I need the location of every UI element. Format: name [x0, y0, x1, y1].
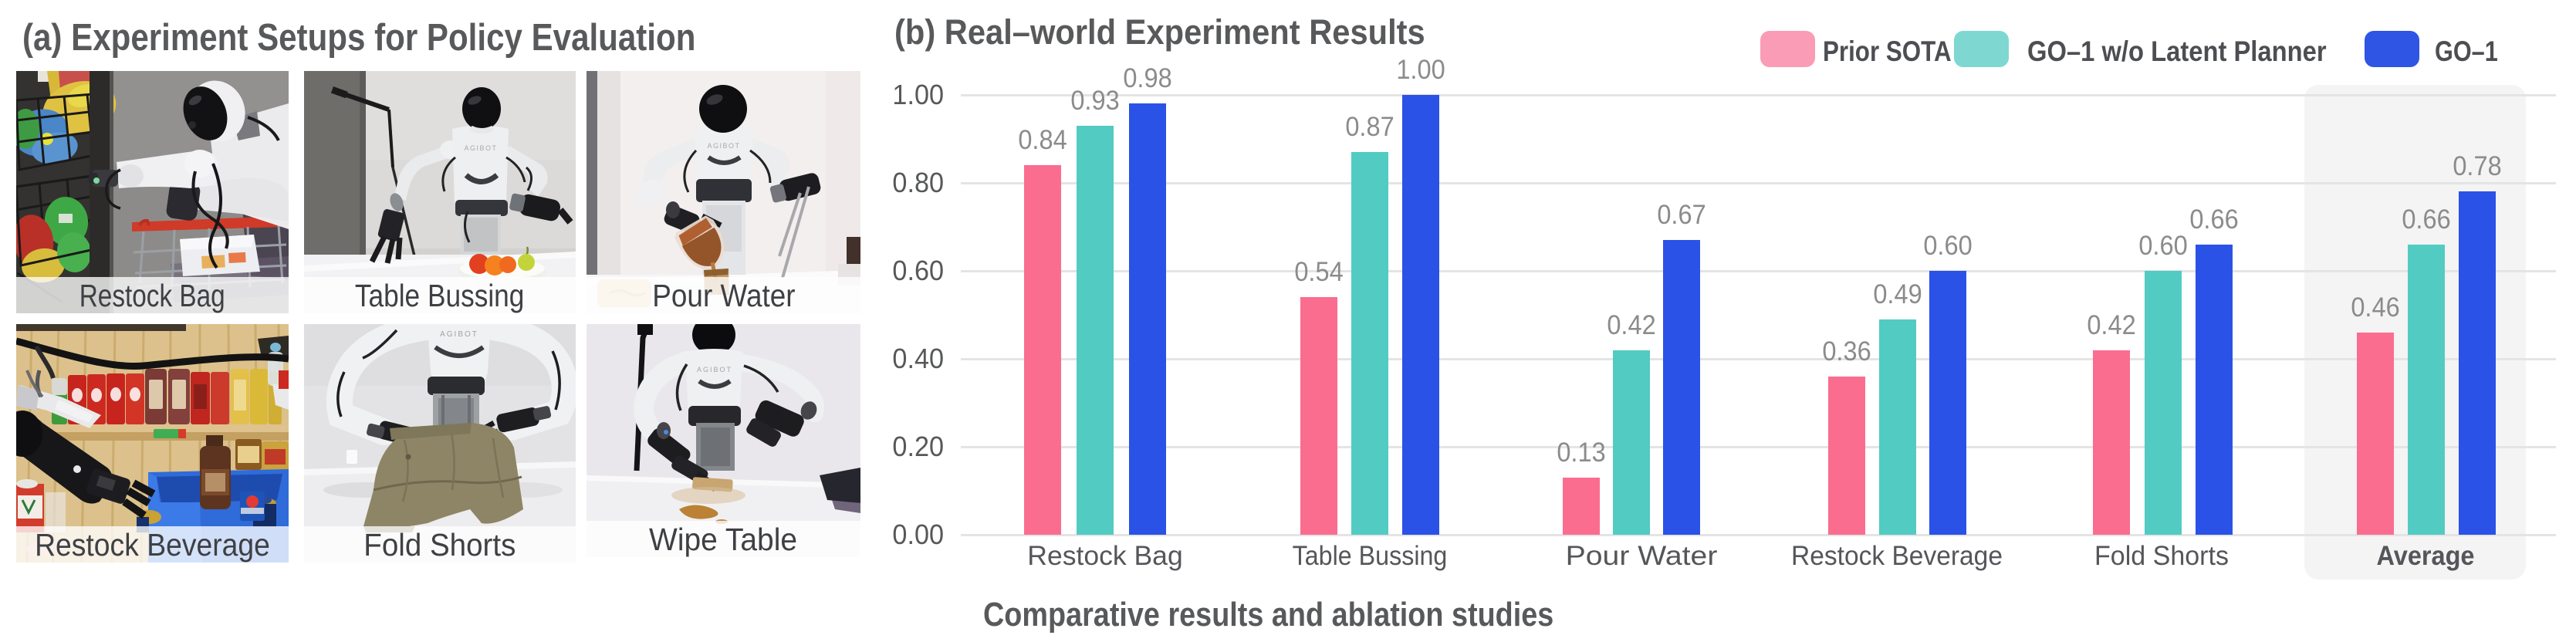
svg-text:AGIBOT: AGIBOT	[697, 366, 732, 373]
svg-text:AGIBOT: AGIBOT	[464, 144, 497, 152]
svg-text:AGIBOT: AGIBOT	[440, 330, 478, 339]
svg-text:AGIBOT: AGIBOT	[707, 142, 740, 150]
